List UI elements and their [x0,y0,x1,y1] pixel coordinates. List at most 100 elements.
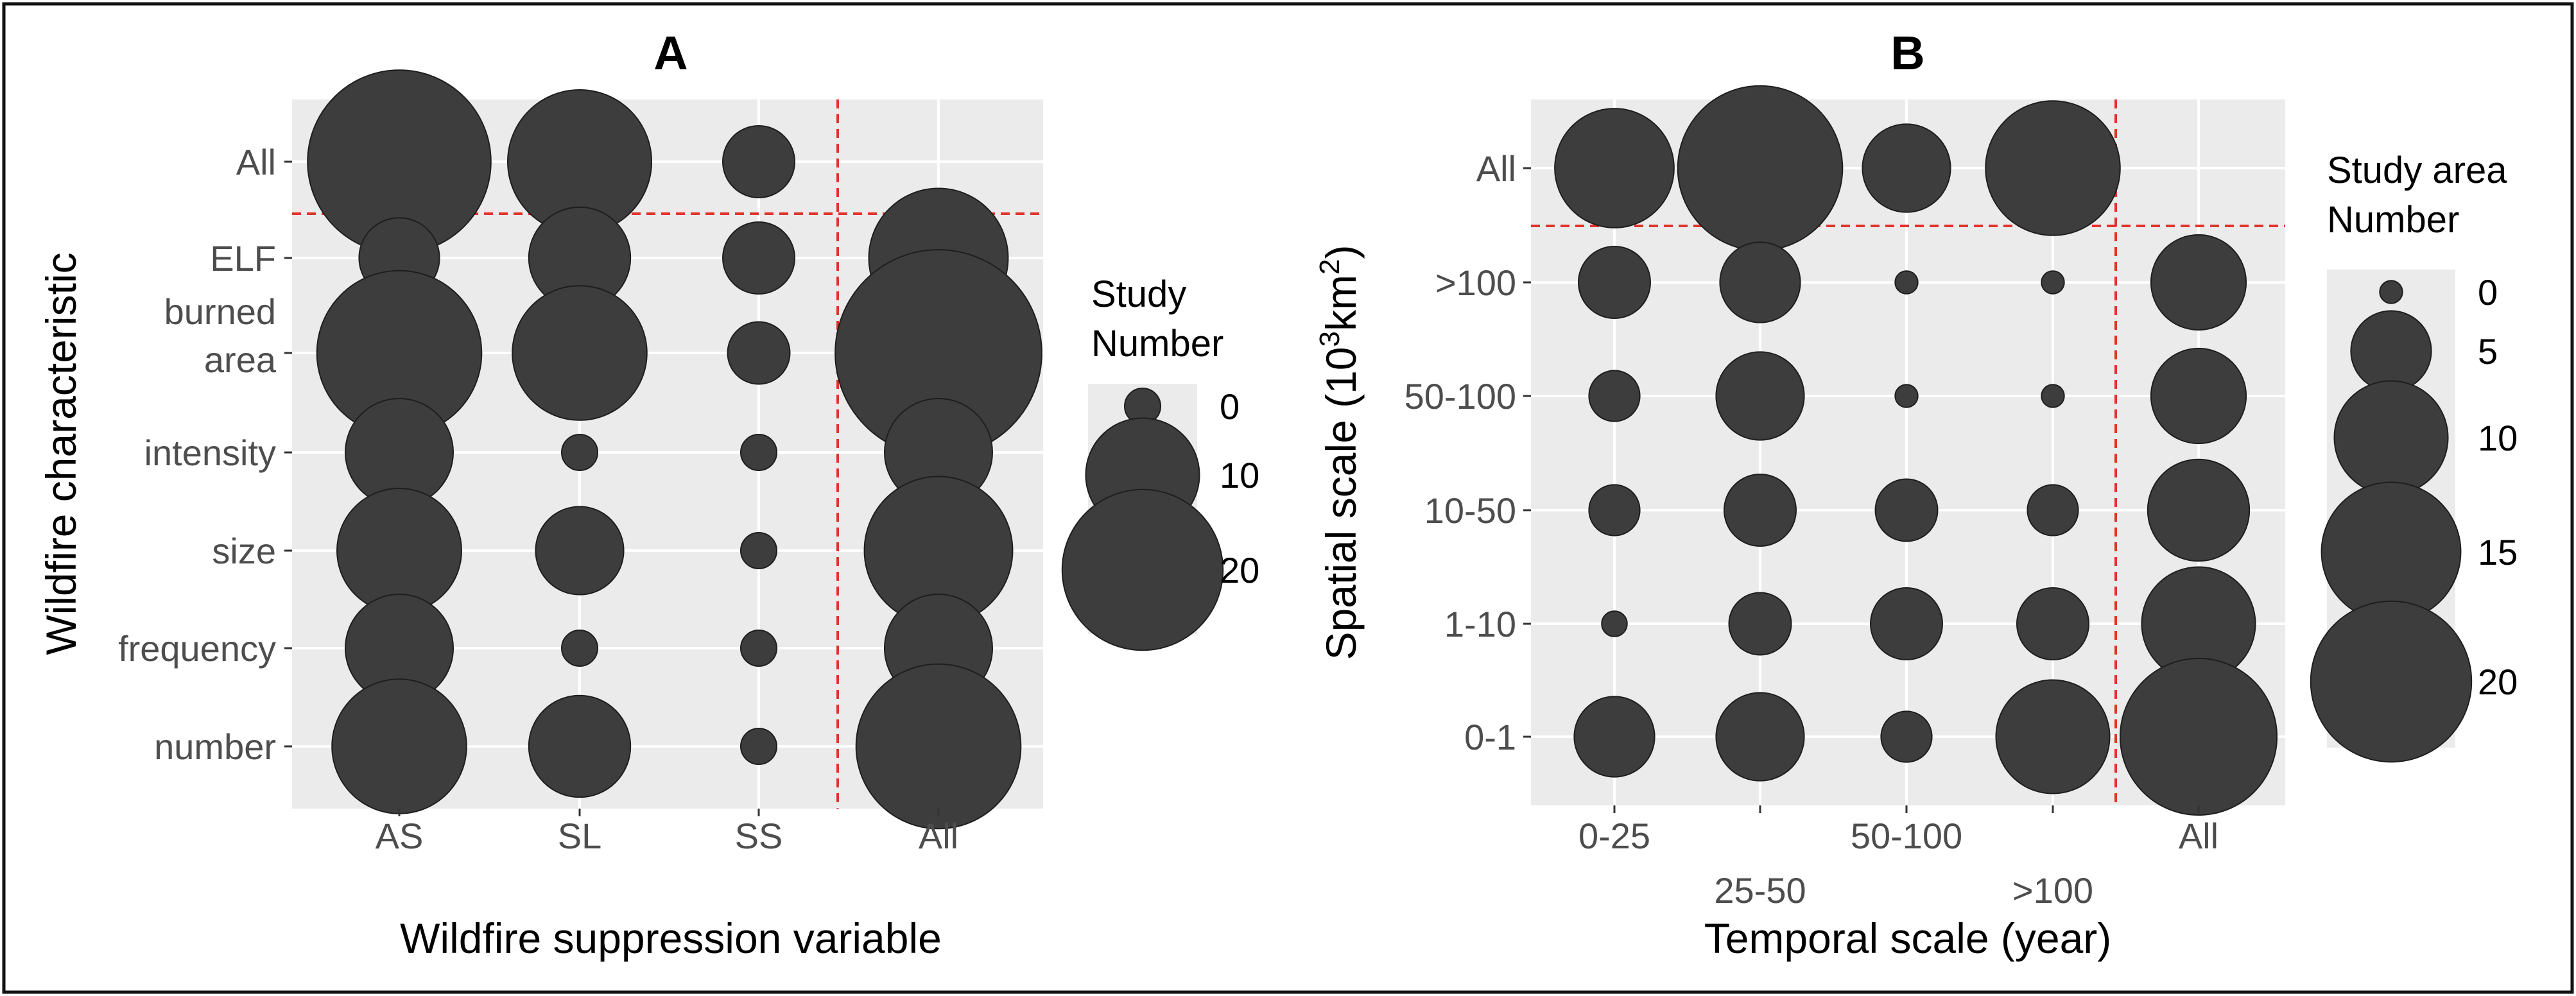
panel-b-y-axis-title-end: ) [1317,245,1365,259]
panel-a-bubble-ss-elf [722,221,795,295]
panel-a-x-tick-label-sl: SL [558,816,602,856]
panel-a-y-tick-label-frequency: frequency [118,628,276,669]
panel-b-bubble-0-25-gt-100 [1578,246,1651,319]
panel-b-y-ticks: All >100 50-100 10-50 1-10 0-1 [1405,148,1531,757]
panel-a-y-tick-label-elf: ELF [210,238,276,279]
panel-b-bubble-gt-100-0-1 [1995,679,2111,794]
legend-a-label-0: 0 [1220,386,1240,427]
legend-b-label-5: 5 [2478,331,2498,372]
panel-a-y-axis-title: Wildfire characteristic [37,252,85,655]
panel-a-bubble-ss-size [740,532,777,569]
panel-b-bubble-0-25-all [1554,108,1675,228]
panel-a-bubble-as-number [331,678,467,814]
panel-a-bubble-sl-number [528,694,632,798]
panel-b-x-tick-label-50-100: 50-100 [1851,816,1962,856]
panel-a-bubble-sl-size [535,506,625,596]
legend-a-label-20: 20 [1220,550,1259,590]
panel-b-y-tick-label-50-100: 50-100 [1405,376,1516,416]
panel-b-y-axis-title-main: Spatial scale (10 [1317,347,1365,660]
panel-b-bubble-gt-100-1-10 [2016,587,2089,660]
panel-b-y-tick-label-all: All [1476,148,1516,189]
panel-a-y-tick-label-burned-area: burned area [164,291,277,380]
panel-b-y-axis-title-sup2: 2 [1314,259,1345,275]
panel-b-y-tick-label-0-1: 0-1 [1464,717,1516,757]
legend-b-key-0 [2379,280,2403,304]
panel-b-bubble-50-100-gt-100 [1894,270,1919,295]
panel-b-bubble-all-50-100 [2150,347,2247,445]
panel-a-bubble-ss-burned-area [727,321,791,385]
panel-b-bubble-0-25-10-50 [1588,484,1641,537]
panel-b-bubble-all-10-50 [2147,458,2251,562]
panel-b-legend: Study area Number 0 5 10 15 20 [2310,150,2518,763]
legend-b-label-10: 10 [2478,418,2518,458]
panel-a-x-ticks: AS SL SS All [376,809,958,856]
legend-b-label-20: 20 [2478,662,2518,702]
panel-a-y-ticks: All ELF burned area intensity size frequency nu… [118,142,292,767]
panel-a-y-tick-label-all: All [236,142,276,182]
panel-a-y-tick-label-number: number [154,726,276,767]
legend-a-entries: 0 10 20 [1061,386,1259,651]
panel-b-x-axis-title: Temporal scale (year) [1704,914,2112,962]
panel-b-bubble-gt-100-all [1985,100,2121,236]
panel-a-x-tick-label-all: All [919,816,958,856]
panel-a-bubble-ss-frequency [740,630,777,667]
legend-b-key-5 [2350,310,2432,392]
panel-a-y-tick-label-line-2: area [204,339,277,380]
legend-b-entries: 0 5 10 15 20 [2310,272,2518,763]
panel-b-title: B [1890,26,1924,80]
panel-b-bubble-gt-100-gt-100 [2041,270,2065,295]
panel-b-y-axis-title-mid: km [1317,275,1365,331]
panel-b-bubble-25-50-10-50 [1724,474,1797,547]
panel-b-bubble-50-100-1-10 [1870,587,1943,660]
panel-b-bubble-gt-100-50-100 [2041,384,2065,408]
panel-b-x-tick-label-all: All [2179,816,2218,856]
legend-b-label-0: 0 [2478,272,2498,313]
panel-b-bubble-all-gt-100 [2150,234,2247,331]
legend-a-title-line2: Number [1091,323,1223,365]
panel-b-bubble-25-50-0-1 [1715,692,1805,782]
panel-b-y-tick-label-gt-100: >100 [1435,262,1516,303]
panel-b-y-axis-title: Spatial scale (103km2) [1314,245,1365,660]
panel-a-y-tick-label-size: size [212,531,276,571]
panel-b-x-tick-label-gt-100: >100 [2012,870,2093,911]
panel-b-bubble-0-25-50-100 [1588,370,1641,422]
panel-a-title: A [653,26,687,80]
panel-b-x-tick-label-25-50: 25-50 [1714,870,1806,911]
panel-b-bubble-50-100-50-100 [1894,384,1919,408]
panel-b-bubble-25-50-50-100 [1715,351,1805,441]
panel-a-y-tick-label-line-1: burned [164,291,276,332]
panel-a-bubble-sl-burned-area [512,285,648,421]
panel-b-bubble-25-50-gt-100 [1719,241,1801,323]
panel-b-x-ticks: 0-25 25-50 50-100 >100 All [1578,805,2218,911]
panel-b-bubble-0-25-0-1 [1573,696,1655,778]
panel-a-y-tick-label-intensity: intensity [144,433,276,473]
panel-a-x-axis-title: Wildfire suppression variable [400,914,942,962]
panel-b-bubble-0-25-1-10 [1601,610,1628,637]
panel-a-x-tick-label-as: AS [376,816,424,856]
panel-b-dividers [1531,99,2285,805]
legend-b-key-10 [2333,380,2449,495]
panel-a-bubbles [307,69,1042,830]
legend-a-key-20 [1061,488,1224,651]
panel-b-bubble-25-50-all [1677,85,1844,252]
panel-b-bubble-all-0-1 [2119,657,2278,816]
panel-b-y-tick-label-1-10: 1-10 [1444,604,1516,644]
panel-a-bubble-sl-frequency [561,630,598,667]
panel-b-bubble-25-50-1-10 [1728,592,1792,656]
panel-b-bubble-gt-100-10-50 [2027,484,2079,537]
panel-b-y-axis-title-sup1: 3 [1314,331,1345,347]
panel-a-bubble-ss-number [740,728,777,765]
panel-a-bubble-all-number [855,663,1022,830]
panel-a: A All ELF burned area intensity size frequency… [37,26,1259,962]
legend-b-label-15: 15 [2478,532,2518,572]
panel-b-x-tick-label-0-25: 0-25 [1578,816,1650,856]
legend-b-title-line1: Study area [2327,150,2507,191]
panel-a-bubble-ss-intensity [740,434,777,471]
panel-b-bubble-50-100-10-50 [1874,478,1939,542]
panel-b-y-tick-label-10-50: 10-50 [1424,490,1516,531]
legend-a-label-10: 10 [1220,455,1259,495]
panel-a-x-tick-label-ss: SS [735,816,783,856]
panel-b-bubbles [1554,85,2278,816]
